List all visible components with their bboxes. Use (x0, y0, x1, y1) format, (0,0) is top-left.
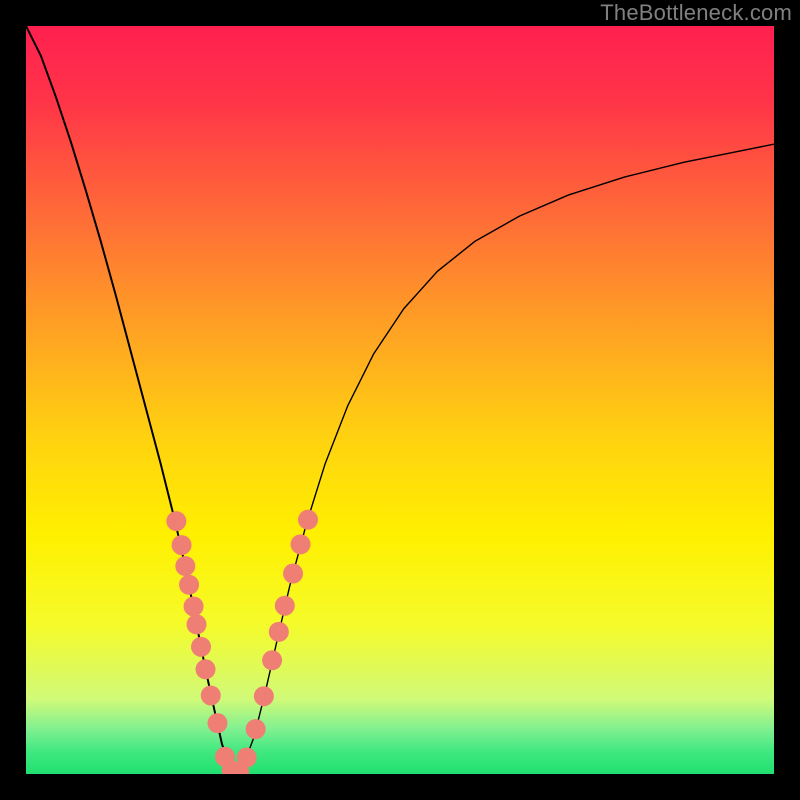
data-marker (184, 596, 204, 616)
data-marker (191, 637, 211, 657)
plot-svg (26, 26, 774, 774)
data-marker (291, 534, 311, 554)
data-marker (269, 622, 289, 642)
chart-root: TheBottleneck.com (0, 0, 800, 800)
data-marker (175, 556, 195, 576)
data-marker (166, 511, 186, 531)
data-marker (262, 650, 282, 670)
plot-area (26, 26, 774, 774)
data-marker (246, 719, 266, 739)
data-marker (172, 535, 192, 555)
data-marker (275, 596, 295, 616)
data-marker (298, 510, 318, 530)
plot-background (26, 26, 774, 774)
data-marker (187, 614, 207, 634)
watermark-text: TheBottleneck.com (600, 0, 792, 26)
data-marker (254, 686, 274, 706)
data-marker (237, 748, 257, 768)
data-marker (201, 685, 221, 705)
data-marker (283, 564, 303, 584)
data-marker (207, 713, 227, 733)
data-marker (196, 659, 216, 679)
data-marker (179, 575, 199, 595)
